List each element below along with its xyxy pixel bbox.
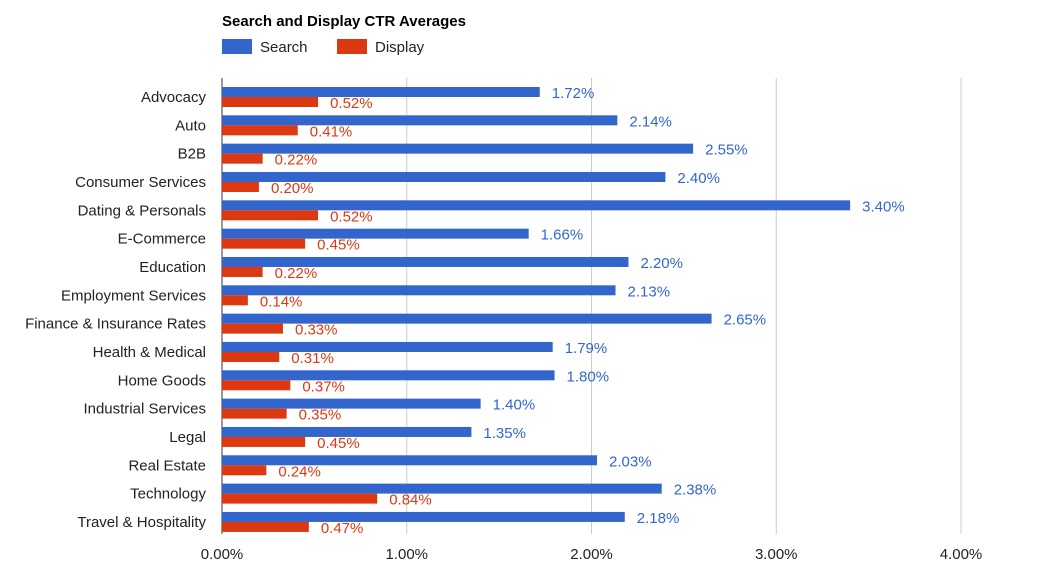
category-label: Finance & Insurance Rates [25,316,206,333]
category-label: Employment Services [61,287,206,304]
category-label: Health & Medical [93,344,206,361]
category-label: Legal [169,429,206,446]
bar-display [222,238,306,249]
legend-label-display: Display [375,39,425,56]
bar-display [222,323,283,334]
category-label: Technology [130,486,206,503]
category-label: Auto [175,117,206,134]
x-tick-label: 2.00% [570,546,613,563]
bar-search [222,483,662,494]
bar-display [222,465,267,476]
category-label: Consumer Services [75,174,206,191]
data-label-display: 0.41% [310,123,353,140]
data-label-display: 0.35% [299,407,342,424]
bar-search [222,398,481,409]
data-label-display: 0.52% [330,208,373,225]
data-label-display: 0.37% [302,378,345,395]
bar-display [222,153,263,164]
category-labels: Advocacy Auto B2B Consumer Services Dating &… [25,89,206,531]
data-label-display: 0.24% [278,463,321,480]
data-label-display: 0.22% [275,152,318,169]
data-label-search: 2.18% [637,510,680,527]
bar-display [222,295,248,306]
data-label-search: 1.35% [483,425,526,442]
chart-title: Search and Display CTR Averages [222,13,466,30]
category-label: Travel & Hospitality [77,514,206,531]
data-label-display: 0.31% [291,350,334,367]
x-axis-ticks: 0.00% 1.00% 2.00% 3.00% 4.00% [201,546,983,563]
bar-search [222,256,629,267]
bar-search [222,426,472,437]
data-label-display: 0.14% [260,293,303,310]
data-label-display: 0.45% [317,237,360,254]
legend-swatch-display [337,39,367,54]
bar-search [222,341,553,352]
data-label-search: 1.66% [541,227,584,244]
data-label-search: 2.20% [640,255,683,272]
bar-display [222,436,306,447]
bar-display [222,125,298,136]
legend-label-search: Search [260,39,308,56]
category-label: Advocacy [141,89,207,106]
legend: Search Display [222,39,425,56]
bar-search [222,115,618,126]
category-label: B2B [178,146,206,163]
data-label-display: 0.45% [317,435,360,452]
data-label-search: 2.03% [609,453,652,470]
bar-search [222,313,712,324]
bar-display [222,266,263,277]
data-label-search: 2.13% [628,283,671,300]
x-tick-label: 3.00% [755,546,798,563]
data-label-display: 0.52% [330,95,373,112]
bar-search [222,87,540,97]
data-label-search: 1.80% [567,368,610,385]
bar-search [222,285,616,296]
bar-search [222,228,529,239]
data-label-search: 2.55% [705,142,748,159]
bar-display [222,408,287,419]
data-label-display: 0.22% [275,265,318,282]
bar-display [222,521,309,532]
data-label-display: 0.33% [295,322,338,339]
category-label: Real Estate [128,457,206,474]
data-label-search: 1.79% [565,340,608,357]
bar-search [222,171,666,182]
bar-display [222,380,291,391]
data-label-search: 1.40% [493,397,536,414]
x-tick-label: 0.00% [201,546,244,563]
bar-display [222,97,319,107]
data-label-search: 2.40% [677,170,720,187]
category-label: Education [139,259,206,276]
category-label: E-Commerce [118,231,206,248]
bar-display [222,351,280,362]
data-label-search: 2.65% [724,312,767,329]
category-label: Home Goods [118,372,206,389]
category-label: Industrial Services [83,401,206,418]
bar-display [222,181,259,192]
data-label-search: 3.40% [862,198,905,215]
data-label-search: 2.14% [629,113,672,130]
data-label-display: 0.20% [271,180,314,197]
data-label-display: 0.47% [321,520,364,537]
data-label-search: 2.38% [674,482,717,499]
x-tick-label: 1.00% [385,546,428,563]
x-tick-label: 4.00% [940,546,983,563]
bar-display [222,493,378,504]
bars: 1.72% 0.52% 2.14% 0.41% 2.55% 0.22% 2.40% 0.20%… [222,85,905,537]
data-label-display: 0.84% [389,492,432,509]
bar-search [222,370,555,381]
bar-search [222,455,598,466]
bar-search [222,200,851,211]
bar-search [222,143,694,154]
bar-display [222,210,319,221]
legend-swatch-search [222,39,252,54]
data-label-search: 1.72% [552,85,595,102]
category-label: Dating & Personals [78,202,206,219]
bar-search [222,511,625,522]
